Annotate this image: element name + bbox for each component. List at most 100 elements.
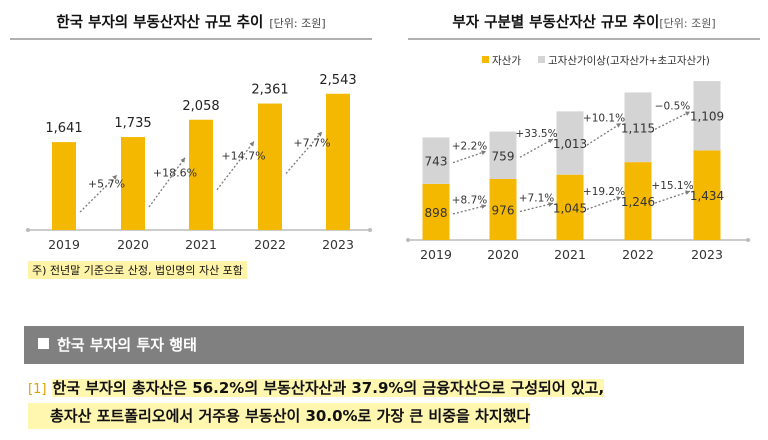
tick-label: 2021 bbox=[185, 237, 217, 252]
body-line-2-row: 총자산 포트폴리오에서 거주용 부동산이 30.0%로 가장 큰 비중을 차지했… bbox=[28, 403, 748, 429]
data-label: 1,115 bbox=[621, 121, 655, 135]
body-line-2: 총자산 포트폴리오에서 거주용 부동산이 30.0%로 가장 큰 비중을 차지했… bbox=[28, 403, 531, 429]
left-bar-chart: 1,641 2019 1,735 2020 2,058 2021 2,361 2022 2,54… bbox=[26, 73, 372, 252]
body-line-1: 한국 부자의 총자산은 56.2%의 부동산자산과 37.9%의 금융자산으로 … bbox=[52, 379, 605, 397]
bar-segment bbox=[556, 174, 584, 240]
data-label: 976 bbox=[492, 204, 515, 218]
growth-arrow-line bbox=[452, 204, 487, 215]
left-chart-panel: 한국 부자의 부동산자산 규모 추이 [단위: 조원] 1,641 2019 1,73… bbox=[0, 0, 380, 300]
right-stacked-bar-chart: 자산가 고자산가이상(고자산가+초고자산가) 898 743 2019 976 759 202… bbox=[406, 55, 750, 262]
bar-segment bbox=[422, 137, 450, 184]
growth-arrow-head bbox=[616, 123, 621, 128]
square-bullet-icon bbox=[38, 338, 49, 349]
growth-arrow-head bbox=[180, 157, 185, 163]
footnote-number: [1] bbox=[28, 382, 47, 397]
growth-label: −0.5% bbox=[655, 101, 690, 113]
growth-arrow-line bbox=[586, 122, 622, 146]
right-chart-title: 부자 구분별 부동산자산 규모 추이[단위: 조원] bbox=[408, 8, 760, 40]
legend-label: 고자산가이상(고자산가+초고자산가) bbox=[548, 55, 710, 67]
bar-segment bbox=[422, 183, 450, 240]
bar-segment bbox=[693, 150, 721, 240]
right-chart-panel: 부자 구분별 부동산자산 규모 추이[단위: 조원] 자산가 고자산가이상(고자산… bbox=[398, 0, 768, 300]
bar-segment bbox=[624, 162, 652, 240]
bar bbox=[326, 93, 350, 230]
growth-arrow-head bbox=[685, 190, 690, 195]
section-title: 한국 부자의 투자 행태 bbox=[57, 336, 197, 354]
data-label: 2,543 bbox=[319, 73, 356, 88]
growth-label: +15.1% bbox=[651, 180, 693, 192]
tick-label: 2020 bbox=[487, 247, 519, 262]
growth-arrow-head bbox=[616, 196, 621, 201]
bar bbox=[189, 119, 213, 230]
tick-label: 2019 bbox=[48, 237, 80, 252]
growth-arrow-head bbox=[249, 141, 254, 147]
data-label: 1,045 bbox=[553, 201, 587, 215]
bar-segment bbox=[556, 111, 584, 175]
data-label: 1,013 bbox=[553, 137, 587, 151]
left-chart-footnote: 주) 전년말 기준으로 산정, 법인명의 자산 포함 bbox=[28, 261, 247, 279]
data-label: 743 bbox=[425, 155, 448, 169]
tick-label: 2020 bbox=[117, 237, 149, 252]
bar bbox=[121, 137, 145, 230]
data-label: 1,246 bbox=[621, 195, 655, 209]
growth-arrow-line bbox=[654, 111, 691, 130]
tick-label: 2023 bbox=[691, 247, 723, 262]
growth-arrow-line bbox=[586, 196, 622, 210]
growth-label: +33.5% bbox=[515, 128, 557, 140]
growth-arrow-head bbox=[481, 150, 486, 155]
data-label: 898 bbox=[425, 206, 448, 220]
legend-label: 자산가 bbox=[492, 55, 521, 67]
data-label: 1,109 bbox=[690, 110, 724, 124]
growth-arrow-head bbox=[548, 202, 553, 207]
tick-label: 2021 bbox=[554, 247, 586, 262]
left-chart-title: 한국 부자의 부동산자산 규모 추이 [단위: 조원] bbox=[10, 8, 372, 40]
legend-swatch bbox=[538, 56, 545, 63]
bar-segment bbox=[489, 131, 517, 179]
axis-end-dot bbox=[368, 228, 372, 232]
bar bbox=[258, 103, 282, 230]
bar bbox=[52, 142, 76, 230]
axis-end-dot bbox=[26, 228, 30, 232]
section-header: 한국 부자의 투자 행태 bbox=[24, 326, 744, 364]
growth-label: +18.6% bbox=[153, 166, 197, 179]
axis-end-dot bbox=[746, 238, 750, 242]
growth-arrow-head bbox=[481, 204, 486, 209]
left-chart-unit: [단위: 조원] bbox=[269, 17, 326, 30]
growth-label: +7.1% bbox=[519, 192, 554, 204]
growth-arrow-line bbox=[79, 174, 118, 213]
right-chart-title-text: 부자 구분별 부동산자산 규모 추이 bbox=[452, 15, 660, 31]
bar-segment bbox=[624, 92, 652, 163]
growth-label: +19.2% bbox=[583, 186, 625, 198]
data-label: 1,434 bbox=[690, 189, 724, 203]
growth-arrow-head bbox=[317, 131, 322, 137]
growth-label: +7.7% bbox=[293, 137, 330, 150]
growth-arrow-line bbox=[285, 131, 323, 174]
growth-arrow-line bbox=[519, 202, 554, 213]
tick-label: 2022 bbox=[254, 237, 286, 252]
bar-segment bbox=[693, 81, 721, 151]
body-paragraph: [1] 한국 부자의 총자산은 56.2%의 부동산자산과 37.9%의 금융자산… bbox=[28, 375, 748, 429]
growth-arrow-head bbox=[685, 111, 690, 116]
growth-arrow-line bbox=[519, 138, 554, 158]
body-line-1-row: [1] 한국 부자의 총자산은 56.2%의 부동산자산과 37.9%의 금융자산… bbox=[28, 375, 748, 403]
growth-arrow-line bbox=[452, 150, 487, 164]
growth-label: +2.2% bbox=[452, 140, 487, 152]
left-chart-title-text: 한국 부자의 부동산자산 규모 추이 bbox=[56, 15, 264, 31]
growth-arrow-line bbox=[148, 157, 186, 208]
data-label: 759 bbox=[492, 149, 515, 163]
growth-label: +10.1% bbox=[583, 112, 625, 124]
tick-label: 2019 bbox=[420, 247, 452, 262]
growth-arrow-head bbox=[548, 139, 553, 144]
data-label: 2,058 bbox=[182, 99, 219, 114]
legend-swatch bbox=[482, 56, 489, 63]
data-label: 2,361 bbox=[251, 83, 288, 98]
bar-segment bbox=[489, 179, 517, 240]
growth-arrow-line bbox=[654, 190, 691, 204]
growth-label: +14.7% bbox=[221, 150, 265, 163]
right-chart-subtitle: [단위: 조원] bbox=[659, 17, 716, 30]
tick-label: 2023 bbox=[322, 237, 354, 252]
growth-label: +8.7% bbox=[452, 195, 487, 207]
tick-label: 2022 bbox=[622, 247, 654, 262]
data-label: 1,641 bbox=[45, 121, 82, 136]
growth-label: +5.7% bbox=[88, 178, 125, 191]
